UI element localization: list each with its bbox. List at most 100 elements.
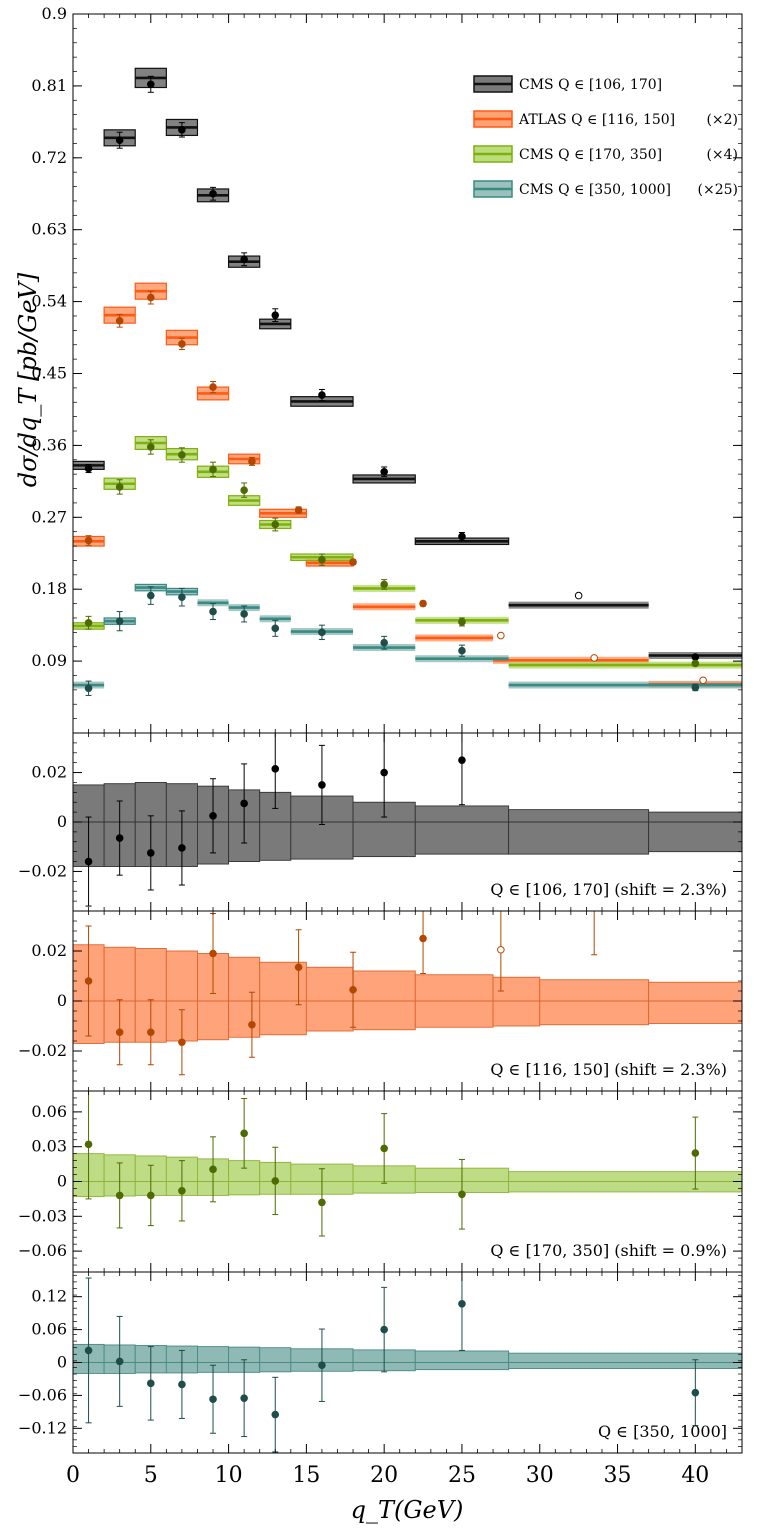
ratio-band [508, 809, 650, 855]
data-point [84, 1346, 93, 1355]
x-tick-label: 10 [215, 1463, 243, 1488]
data-point [209, 1395, 217, 1404]
data-point [380, 467, 388, 476]
data-point [115, 1357, 124, 1366]
data-point [146, 849, 155, 857]
ratio-band [648, 811, 742, 853]
data-point [248, 1020, 256, 1029]
y-tick-label: 0.02 [31, 763, 67, 782]
ratio-band [259, 1347, 292, 1373]
legend-scale: (×25) [698, 182, 738, 198]
y-tick-label: 0.06 [31, 1320, 67, 1339]
data-point [209, 383, 217, 391]
data-point [84, 977, 93, 985]
legend-label: ATLAS Q ∈ [116, 150] [518, 112, 675, 128]
x-tick-label: 40 [681, 1463, 709, 1488]
data-point [691, 1388, 700, 1397]
data-point [240, 486, 248, 494]
data-point [84, 684, 93, 693]
data-point [240, 1394, 248, 1402]
ratio-band [414, 1350, 510, 1371]
legend-scale: (×4) [706, 147, 738, 163]
y-tick-label: −0.06 [18, 1385, 67, 1404]
y-tick-label: −0.12 [18, 1418, 67, 1437]
data-point [209, 465, 217, 474]
data-point [240, 255, 248, 264]
data-point [458, 756, 466, 764]
data-point [178, 593, 186, 601]
data-point [115, 136, 124, 145]
data-point [178, 1038, 186, 1047]
data-point [380, 1144, 388, 1153]
y-tick-label: 0.09 [31, 651, 67, 670]
y-tick-label: 0.63 [31, 220, 67, 239]
data-point [458, 1190, 466, 1199]
y-tick-label: −0.06 [18, 1241, 67, 1260]
data-point [146, 591, 155, 600]
data-point [178, 451, 186, 459]
data-point [458, 532, 466, 541]
data-point [209, 812, 217, 820]
data-point [146, 443, 155, 451]
y-tick-label: 0.81 [31, 76, 67, 95]
data-point [574, 591, 583, 600]
data-point [271, 520, 280, 529]
data-point [115, 316, 124, 325]
data-point [146, 1028, 155, 1037]
x-tick-label: 20 [370, 1463, 398, 1488]
y-tick-label: 0.45 [31, 364, 67, 383]
data-point [380, 1325, 388, 1334]
ratio-band [648, 981, 742, 1024]
data-point [209, 189, 217, 198]
data-point [271, 311, 280, 319]
y-tick-label: 0.18 [31, 579, 67, 598]
data-point [115, 483, 124, 491]
x-tick-label: 35 [604, 1463, 632, 1488]
data-point [271, 1177, 280, 1185]
y-tick-label: 0 [57, 1172, 67, 1191]
data-point [590, 654, 598, 662]
panel-label: Q ∈ [170, 350] (shift = 0.9%) [490, 1241, 727, 1260]
data-point [84, 464, 93, 473]
data-point [318, 781, 326, 789]
data-point [146, 1191, 155, 1200]
ratio-band [492, 976, 541, 1027]
data-point [318, 555, 326, 564]
data-point [84, 1140, 93, 1149]
ratio-band [414, 805, 510, 855]
data-point [497, 631, 505, 640]
ratio-band [539, 979, 650, 1026]
data-point [419, 599, 427, 608]
y-tick-label: 0.06 [31, 1102, 67, 1121]
data-point [115, 834, 124, 842]
y-tick-label: 0.02 [31, 941, 67, 960]
data-point [178, 340, 186, 348]
data-point [691, 653, 700, 661]
data-point [84, 857, 93, 866]
data-point [458, 646, 466, 655]
data-point [84, 618, 93, 627]
data-point [146, 80, 155, 89]
data-point [240, 799, 248, 808]
x-tick-label: 30 [526, 1463, 554, 1488]
data-point [178, 844, 186, 852]
y-axis-title: dσ/dq_T [pb/GeV] [14, 272, 42, 487]
data-point [318, 1361, 326, 1370]
y-tick-label: 0.36 [31, 435, 67, 454]
data-point [380, 580, 388, 589]
x-tick-label: 15 [292, 1463, 320, 1488]
data-point [240, 610, 248, 618]
panel-label: Q ∈ [116, 150] (shift = 2.3%) [490, 1060, 727, 1079]
data-point [271, 765, 280, 773]
legend-label: CMS Q ∈ [106, 170] [519, 77, 662, 93]
x-axis-title: q_T(GeV) [351, 1496, 464, 1524]
y-tick-label: −0.02 [18, 1041, 67, 1060]
data-point [419, 934, 427, 943]
data-point [84, 536, 93, 545]
data-point [294, 506, 303, 514]
y-tick-label: 0.9 [42, 4, 67, 23]
data-point [115, 1191, 124, 1200]
data-point [146, 293, 155, 302]
data-point [691, 683, 700, 692]
